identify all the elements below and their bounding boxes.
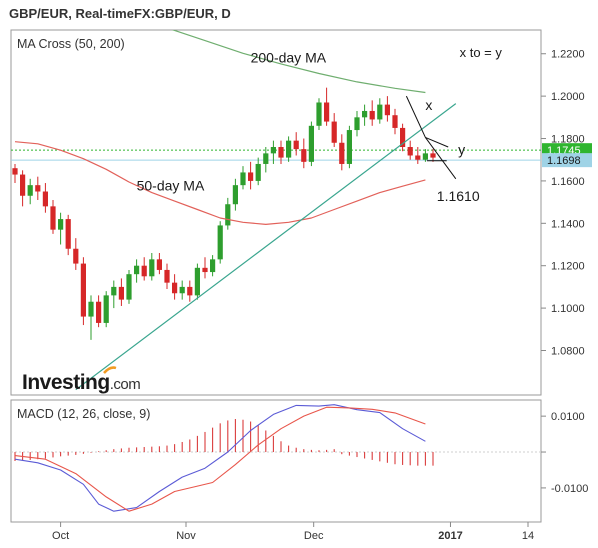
x-tick-label: 2017 [438,530,462,542]
macd-panel-frame [10,399,542,523]
price-tag [542,153,592,168]
ma200-line [171,30,426,94]
candle-body [50,206,56,230]
candle-body [316,102,322,126]
x-tick-label: Dec [304,530,324,542]
candle-body [278,147,284,158]
candle-body [430,153,436,158]
candle-body [73,248,79,264]
candle-body [88,301,94,317]
candle-body [149,259,155,277]
main-y-tick-label: 1.1800 [551,134,585,146]
candle-body [156,259,162,270]
target-line [424,137,457,180]
annotation-x-to-y: x to = y [460,45,503,60]
candle-body [369,110,375,120]
candle-body [392,115,398,128]
main-y-tick-label: 1.1200 [551,261,585,273]
candle-body [384,104,390,116]
candle-body [12,168,18,175]
candle-body [118,286,124,300]
candle-body [308,125,314,162]
candle-body [232,185,238,205]
main-panel-frame [10,29,542,396]
main-y-tick-label: 1.1600 [551,176,585,188]
ma50-line [14,141,426,225]
candle-body [172,282,178,294]
candle-body [179,286,185,294]
candle-body [27,185,33,196]
candle-body [415,155,421,160]
main-y-tick-label: 1.2200 [551,49,585,61]
ma-cross-legend: MA Cross (50, 200) [17,37,125,51]
x-tick-label: Oct [52,530,69,542]
candle-body [210,259,216,273]
investing-logo: Investing.com [22,366,141,394]
candle-body [103,295,109,323]
candle-body [20,174,26,196]
svg-text:Investing.com: Investing.com [22,371,140,394]
candle-body [407,147,413,156]
candle-body [293,140,299,150]
macd-legend: MACD (12, 26, close, 9) [17,407,150,421]
candle-body [35,185,41,192]
annotation-50-day-ma: 50-day MA [137,177,205,193]
candle-body [240,172,246,186]
candle-body [263,153,269,164]
candle-body [324,102,330,122]
candle-body [65,219,71,249]
candle-body [96,301,102,323]
main-y-tick-label: 1.1400 [551,218,585,230]
candle-body [354,117,360,131]
candle-body [194,267,200,296]
y-measure-line [425,137,449,148]
candle-body [301,149,307,162]
x-tick-label: 14 [522,530,534,542]
candle-body [248,172,254,181]
candle-body [42,191,48,207]
candle-body [126,274,132,300]
macd-y-tick-label: -0.0100 [551,483,588,495]
candle-body [134,265,140,275]
main-y-tick-label: 1.1000 [551,303,585,315]
chart-title: GBP/EUR, Real-timeFX:GBP/EUR, D [9,6,231,21]
annotation-1-1610: 1.1610 [437,188,480,204]
candle-body [400,127,406,148]
candle-body [270,147,276,154]
candle-body [331,121,337,143]
annotation-200-day-ma: 200-day MA [251,50,327,66]
candle-body [141,265,147,277]
logo-investing: Investing [22,371,110,394]
price-tag-label: 1.1698 [547,155,581,167]
candle-body [255,163,261,181]
x-tick-label: Nov [176,530,196,542]
annotation-x: x [425,97,432,113]
main-y-tick-label: 1.0800 [551,345,585,357]
annotation-y: y [458,141,465,157]
trendline [75,103,457,391]
candle-body [111,286,117,296]
candle-body [225,204,231,226]
signal-line [14,406,426,512]
candle-body [164,269,170,283]
candle-body [58,219,64,230]
candle-body [187,286,193,296]
main-y-tick-label: 1.2000 [551,91,585,103]
candle-body [202,267,208,273]
candle-body [346,130,352,164]
candle-body [217,225,223,260]
macd-line [14,404,426,512]
candle-body [80,263,86,317]
logo-dotcom: .com [110,376,141,393]
logo-arrow-icon [103,366,117,374]
candle-body [286,140,292,158]
macd-y-tick-label: 0.0100 [551,411,585,423]
candle-body [377,104,383,120]
candle-body [362,110,368,118]
x-measure-line [405,95,426,138]
candle-body [422,153,428,160]
candle-body [339,142,345,164]
